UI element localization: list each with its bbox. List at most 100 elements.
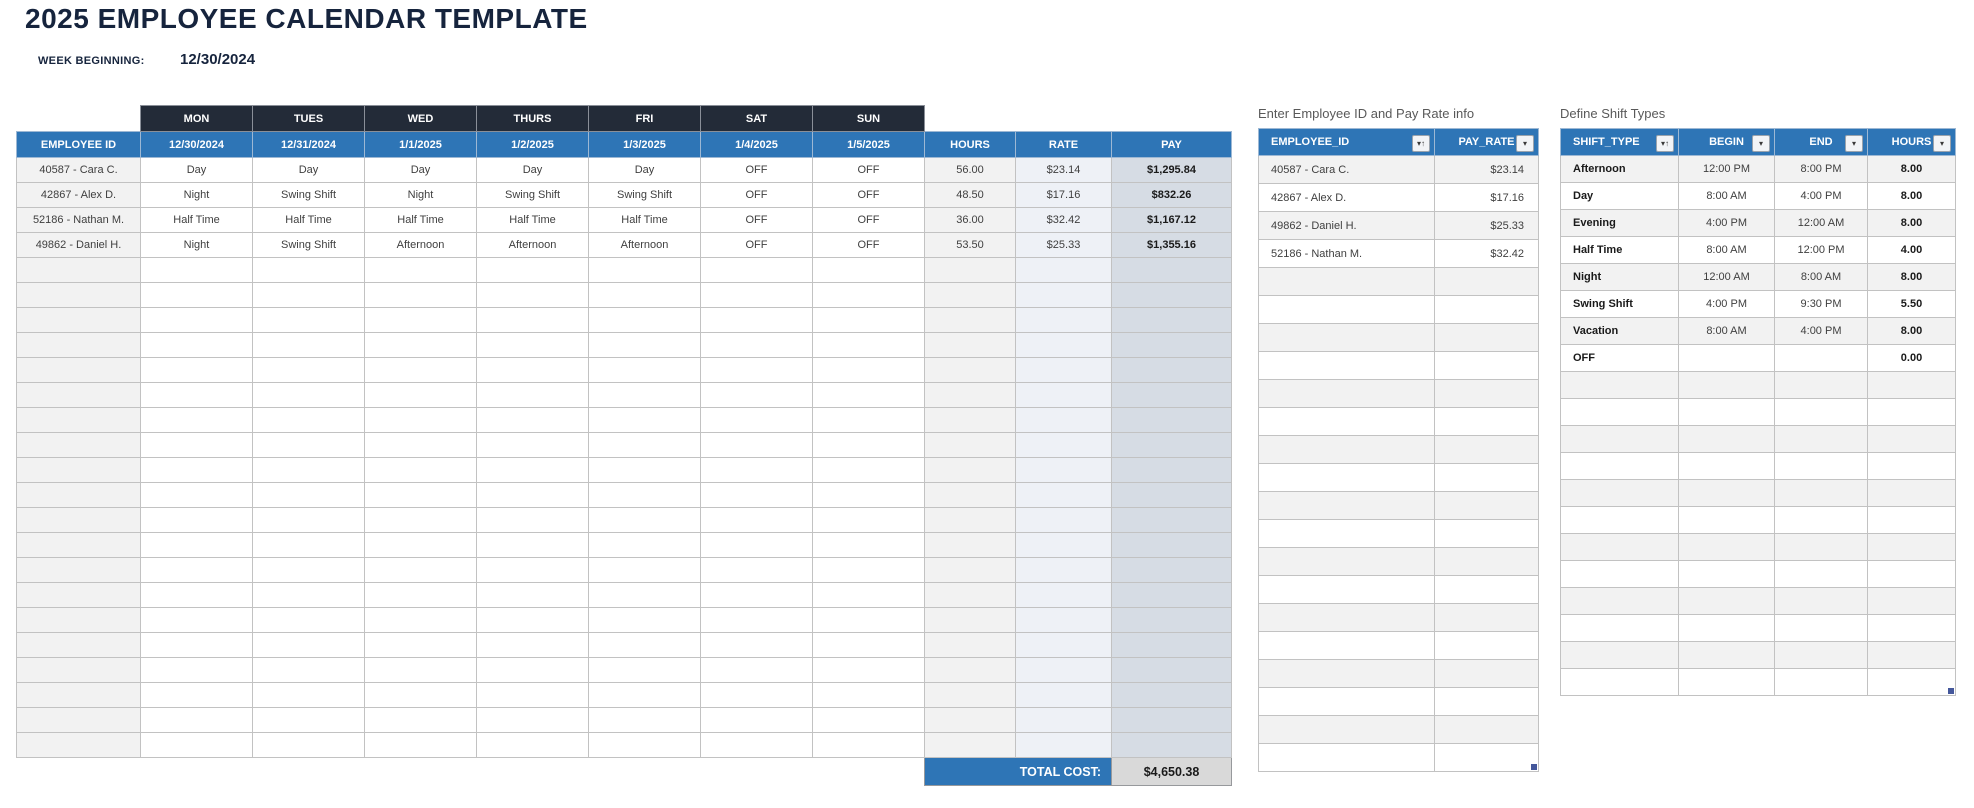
pay_rate-cell[interactable]	[1434, 295, 1539, 324]
shift-cell[interactable]	[476, 382, 589, 408]
shift-cell[interactable]	[364, 282, 477, 308]
end-cell[interactable]: 4:00 PM	[1774, 182, 1868, 210]
employee-id-cell[interactable]	[16, 632, 141, 658]
employee-id-cell[interactable]	[16, 357, 141, 383]
shift-cell[interactable]	[700, 507, 813, 533]
employee-id-cell[interactable]	[16, 282, 141, 308]
employee-id-cell[interactable]	[16, 532, 141, 558]
shift_type-cell[interactable]	[1560, 479, 1679, 507]
begin-cell[interactable]	[1678, 668, 1775, 696]
shift-cell[interactable]: OFF	[812, 157, 925, 183]
rate-cell[interactable]	[1015, 632, 1112, 658]
pay-cell[interactable]: $1,355.16	[1111, 232, 1232, 258]
hours-cell[interactable]	[924, 507, 1016, 533]
hours-cell[interactable]	[1867, 452, 1956, 480]
column-filter-button[interactable]: ▾	[1516, 135, 1534, 152]
begin-cell[interactable]	[1678, 452, 1775, 480]
employee-id-cell[interactable]	[16, 557, 141, 583]
weekday-header-cell[interactable]: TUES	[252, 105, 365, 132]
begin-cell[interactable]: 8:00 AM	[1678, 236, 1775, 264]
hours-cell[interactable]: 36.00	[924, 207, 1016, 233]
shift-cell[interactable]	[700, 607, 813, 633]
employee_id-cell[interactable]	[1258, 267, 1435, 296]
week-beginning-value[interactable]: 12/30/2024	[180, 51, 256, 68]
shift-cell[interactable]	[588, 432, 701, 458]
shift_type-cell[interactable]: Afternoon	[1560, 155, 1679, 183]
shift-cell[interactable]	[364, 457, 477, 483]
shift-cell[interactable]	[140, 557, 253, 583]
shift-cell[interactable]	[812, 657, 925, 683]
employee-id-cell[interactable]	[16, 457, 141, 483]
begin-cell[interactable]	[1678, 398, 1775, 426]
employee_id-cell[interactable]	[1258, 351, 1435, 380]
shift-cell[interactable]	[700, 482, 813, 508]
shift-cell[interactable]	[140, 457, 253, 483]
pay_rate-cell[interactable]	[1434, 463, 1539, 492]
rate-cell[interactable]: $25.33	[1015, 232, 1112, 258]
pay-cell[interactable]: $1,167.12	[1111, 207, 1232, 233]
hours-cell[interactable]	[1867, 506, 1956, 534]
hours-cell[interactable]	[924, 607, 1016, 633]
shift-cell[interactable]	[812, 707, 925, 733]
employee-id-cell[interactable]: 52186 - Nathan M.	[16, 207, 141, 233]
shift-cell[interactable]	[364, 607, 477, 633]
rate-cell[interactable]	[1015, 282, 1112, 308]
employee-id-cell[interactable]	[16, 657, 141, 683]
shift-cell[interactable]	[588, 382, 701, 408]
hours-cell[interactable]: 56.00	[924, 157, 1016, 183]
shift-cell[interactable]	[252, 732, 365, 758]
shift-cell[interactable]: OFF	[812, 232, 925, 258]
shift_type-cell[interactable]	[1560, 371, 1679, 399]
pay_rate-cell[interactable]	[1434, 491, 1539, 520]
end-cell[interactable]	[1774, 587, 1868, 615]
employee-id-cell[interactable]	[16, 332, 141, 358]
end-cell[interactable]	[1774, 371, 1868, 399]
shift-cell[interactable]	[364, 482, 477, 508]
hours-cell[interactable]: 8.00	[1867, 263, 1956, 291]
shift-cell[interactable]	[812, 507, 925, 533]
pay-cell[interactable]	[1111, 357, 1232, 383]
shift_type-cell[interactable]	[1560, 641, 1679, 669]
employee-id-cell[interactable]: 42867 - Alex D.	[16, 182, 141, 208]
end-cell[interactable]	[1774, 506, 1868, 534]
column-filter-button[interactable]: ▾	[1933, 135, 1951, 152]
date-column-header[interactable]: 1/4/2025	[700, 131, 813, 158]
date-column-header[interactable]: 1/1/2025	[364, 131, 477, 158]
shift-cell[interactable]: Night	[140, 232, 253, 258]
shift-cell[interactable]	[140, 257, 253, 283]
shift-cell[interactable]	[364, 707, 477, 733]
end-cell[interactable]: 12:00 PM	[1774, 236, 1868, 264]
employee_id-cell[interactable]	[1258, 463, 1435, 492]
pay_rate-cell[interactable]	[1434, 547, 1539, 576]
shift-cell[interactable]	[812, 457, 925, 483]
employee_id-cell[interactable]	[1258, 519, 1435, 548]
shift-cell[interactable]	[140, 507, 253, 533]
shift-cell[interactable]: Half Time	[252, 207, 365, 233]
shift-cell[interactable]	[812, 682, 925, 708]
hours-cell[interactable]	[1867, 614, 1956, 642]
summary-column-header[interactable]: HOURS	[924, 131, 1016, 158]
shift-cell[interactable]	[140, 707, 253, 733]
begin-cell[interactable]: 12:00 AM	[1678, 263, 1775, 291]
pay_rate-cell[interactable]	[1434, 435, 1539, 464]
hours-cell[interactable]	[924, 532, 1016, 558]
shift-cell[interactable]: OFF	[700, 207, 813, 233]
shift-cell[interactable]: Swing Shift	[252, 232, 365, 258]
shift_type-cell[interactable]	[1560, 425, 1679, 453]
shift-cell[interactable]	[476, 532, 589, 558]
shift-cell[interactable]: Half Time	[140, 207, 253, 233]
total-cost-value[interactable]: $4,650.38	[1111, 757, 1232, 786]
shift-cell[interactable]	[476, 682, 589, 708]
pay-cell[interactable]	[1111, 557, 1232, 583]
pay-cell[interactable]: $832.26	[1111, 182, 1232, 208]
employee_id-cell[interactable]: 40587 - Cara C.	[1258, 155, 1435, 184]
rate-cell[interactable]	[1015, 307, 1112, 333]
end-cell[interactable]	[1774, 668, 1868, 696]
shift-cell[interactable]	[700, 532, 813, 558]
pay_rate-cell[interactable]: $25.33	[1434, 211, 1539, 240]
shift-cell[interactable]	[252, 707, 365, 733]
date-column-header[interactable]: 1/3/2025	[588, 131, 701, 158]
shift-cell[interactable]: Half Time	[364, 207, 477, 233]
shift-cell[interactable]	[700, 732, 813, 758]
employee-id-column-header[interactable]: EMPLOYEE ID	[16, 131, 141, 158]
